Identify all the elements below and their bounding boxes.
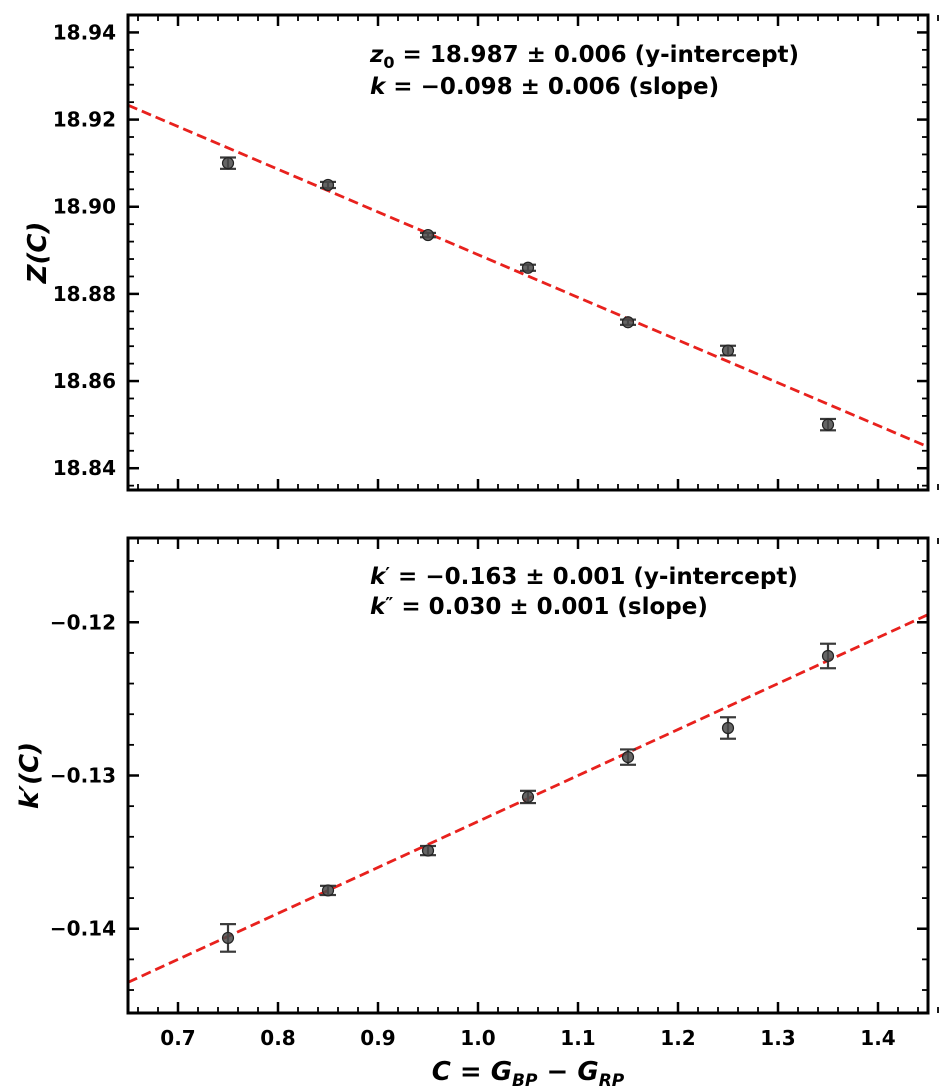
y-tick-label: 18.90 xyxy=(53,195,116,219)
bottom-ticks: −0.12 −0.13 −0.14 0.7 0.8 0.9 1.0 1.1 1.2 1.3 1.4 xyxy=(50,538,939,1050)
marker xyxy=(821,649,835,663)
bottom-annotation-slope: k″ = 0.030 ± 0.001 (slope) xyxy=(370,594,708,620)
bottom-y-axis-label: k′(C) xyxy=(15,742,45,809)
x-tick-label: 1.0 xyxy=(460,1026,495,1050)
bottom-annotation-intercept: k′ = −0.163 ± 0.001 (y-intercept) xyxy=(370,564,798,590)
marker xyxy=(221,157,235,170)
marker xyxy=(621,751,635,764)
top-plot-frame xyxy=(126,13,930,492)
marker xyxy=(321,178,335,192)
y-tick-label: 18.94 xyxy=(53,20,116,44)
fit-line xyxy=(127,103,929,449)
data-point-2 xyxy=(420,228,436,242)
bottom-points-layer xyxy=(220,642,836,953)
data-point-2 xyxy=(420,844,436,857)
marker xyxy=(321,884,335,897)
x-axis-label: C = GBP − GRP xyxy=(432,1057,625,1091)
marker xyxy=(421,228,435,242)
marker xyxy=(421,844,435,857)
marker xyxy=(521,261,535,274)
x-tick-label: 0.9 xyxy=(360,1026,395,1050)
y-tick-label: 18.92 xyxy=(53,108,116,132)
data-point-0 xyxy=(220,156,236,170)
marker xyxy=(221,931,235,945)
data-point-4 xyxy=(620,316,636,329)
top-fit-layer xyxy=(127,103,929,449)
data-point-6 xyxy=(820,642,836,670)
x-tick-label: 0.8 xyxy=(260,1026,295,1050)
data-point-0 xyxy=(220,923,236,953)
y-tick-label: −0.14 xyxy=(50,917,116,941)
x-tick-label: 0.7 xyxy=(160,1026,195,1050)
top-points-layer xyxy=(220,156,836,432)
x-tick-label: 1.3 xyxy=(760,1026,795,1050)
data-point-1 xyxy=(320,178,336,192)
y-tick-label: −0.12 xyxy=(50,610,116,634)
marker xyxy=(821,418,835,431)
top-panel: 18.84 18.86 18.88 18.90 18.92 18.94 z0 = 18.9… xyxy=(23,13,939,492)
y-tick-label: 18.88 xyxy=(53,282,116,306)
marker xyxy=(721,344,735,357)
top-ticks: 18.84 18.86 18.88 18.90 18.92 18.94 xyxy=(53,14,939,490)
y-tick-label: 18.86 xyxy=(53,369,116,393)
y-tick-label: −0.13 xyxy=(50,764,116,788)
x-tick-label: 1.1 xyxy=(560,1026,595,1050)
data-point-5 xyxy=(720,344,736,357)
top-annotation-intercept: z0 = 18.987 ± 0.006 (y-intercept) xyxy=(369,42,799,72)
x-tick-label: 1.4 xyxy=(860,1026,895,1050)
data-point-1 xyxy=(320,884,336,897)
data-point-5 xyxy=(720,716,736,740)
marker xyxy=(521,790,535,804)
bottom-panel: −0.12−0.13−0.140.7 0.8 0.9 1.0 1.1 1.2 1.3 1.4 … xyxy=(15,536,939,1091)
data-point-3 xyxy=(520,789,536,805)
marker xyxy=(621,316,635,329)
data-point-3 xyxy=(520,261,536,274)
x-tick-label: 1.2 xyxy=(660,1026,695,1050)
y-tick-label: 18.84 xyxy=(53,456,116,480)
data-point-4 xyxy=(620,748,636,766)
top-y-axis-label: Z(C) xyxy=(23,222,53,285)
top-annotation-slope: k = −0.098 ± 0.006 (slope) xyxy=(370,74,719,100)
marker xyxy=(721,721,735,735)
data-point-6 xyxy=(820,417,836,432)
